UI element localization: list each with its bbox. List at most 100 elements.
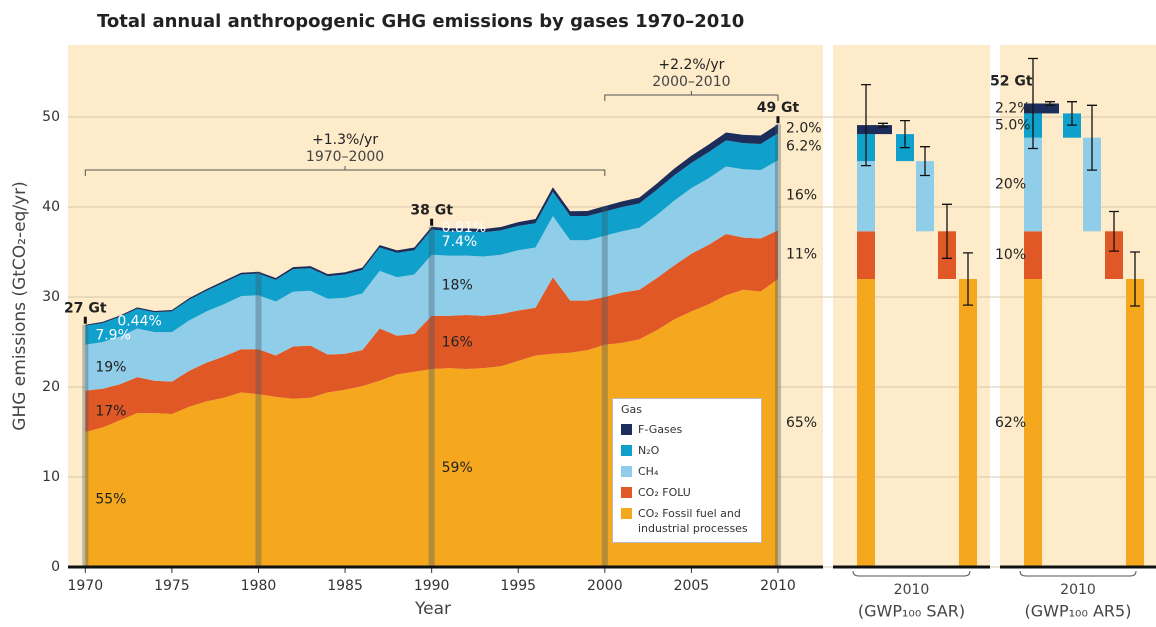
legend-swatch	[621, 487, 632, 498]
legend-swatch	[621, 466, 632, 477]
growth-rate: +2.2%/yr	[658, 57, 724, 73]
decade-marker	[428, 226, 435, 567]
error-bar	[1028, 57, 1038, 150]
error-bar	[1087, 104, 1097, 171]
x-tick-label: 1995	[500, 578, 536, 594]
share-label: 7.9%	[95, 327, 131, 343]
area	[85, 279, 778, 567]
growth-bracket	[84, 166, 606, 176]
share-label: 5.0%	[995, 118, 1031, 134]
share-label: 10%	[995, 247, 1026, 263]
legend-item: CO₂ Fossil fuel and industrial processes	[621, 506, 757, 536]
x-tick-label: 1970	[67, 578, 103, 594]
share-label: 19%	[95, 360, 126, 376]
error-bar	[1130, 251, 1140, 307]
x-axis-label: Year	[414, 599, 451, 619]
error-bar	[900, 119, 910, 149]
waterfall-bar	[1041, 103, 1059, 114]
y-tick-label: 0	[51, 559, 60, 575]
stacked-bar	[857, 279, 875, 567]
x-tick-label: 2010	[760, 578, 796, 594]
waterfall-bar	[1126, 279, 1144, 567]
waterfall-bar	[916, 161, 934, 232]
error-bar	[861, 83, 871, 167]
error-bar	[1109, 210, 1119, 252]
category-bracket	[852, 570, 971, 577]
total-label: 27 Gt	[64, 301, 107, 317]
legend-item: F-Gases	[621, 422, 757, 437]
y-tick-label: 50	[42, 109, 60, 125]
error-bar	[942, 203, 952, 259]
area	[85, 230, 778, 432]
share-label: 20%	[995, 177, 1026, 193]
area	[85, 160, 778, 391]
stacked-bar	[857, 161, 875, 232]
decade-marker	[601, 206, 608, 567]
share-label: 6.2%	[786, 139, 822, 155]
x-tick-label: 1985	[327, 578, 363, 594]
area	[85, 133, 778, 345]
chart-title: Total annual anthropogenic GHG emissions…	[97, 11, 744, 32]
share-label: 16%	[442, 334, 473, 350]
total-label: 49 Gt	[757, 100, 800, 116]
waterfall-bar	[874, 125, 892, 135]
share-label: 17%	[95, 403, 126, 419]
legend-label: CO₂ FOLU	[638, 486, 691, 499]
legend-title: Gas	[621, 403, 642, 416]
legend-label: CO₂ Fossil fuel and industrial processes	[638, 507, 748, 535]
x-tick-label: 2005	[674, 578, 710, 594]
decade-marker	[255, 271, 262, 567]
x-axis-label: (GWP₁₀₀ SAR)	[858, 602, 965, 621]
y-tick-label: 10	[42, 469, 60, 485]
legend-swatch	[621, 445, 632, 456]
share-label: 0.44%	[117, 313, 161, 329]
legend-label: CH₄	[638, 465, 659, 478]
legend-item: N₂O	[621, 443, 757, 458]
legend-swatch	[621, 424, 632, 435]
waterfall-bar	[959, 279, 977, 567]
error-bar	[878, 122, 888, 128]
decade-marker	[82, 324, 89, 567]
legend-label: F-Gases	[638, 423, 683, 436]
y-tick-label: 20	[42, 379, 60, 395]
stacked-bar	[1024, 279, 1042, 567]
waterfall-bar	[1105, 231, 1123, 279]
y-tick-label: 30	[42, 289, 60, 305]
legend-item: CH₄	[621, 464, 757, 479]
growth-rate: +1.3%/yr	[312, 132, 378, 148]
share-label: 2.2%	[995, 100, 1031, 116]
total-label: 52 Gt	[990, 74, 1033, 90]
legend-swatch	[621, 508, 632, 519]
share-label: 18%	[442, 277, 473, 293]
stacked-bar	[1024, 137, 1042, 232]
share-label: 0.81%	[442, 220, 486, 236]
x-axis-label: (GWP₁₀₀ AR5)	[1025, 602, 1132, 621]
stacked-bar	[1024, 231, 1042, 279]
share-label: 65%	[786, 415, 817, 431]
error-bar	[920, 146, 930, 177]
share-label: 2.0%	[786, 121, 822, 137]
growth-period: 1970–2000	[306, 149, 384, 165]
stacked-bar	[857, 231, 875, 279]
share-label: 7.4%	[442, 234, 478, 250]
x-tick-label: 1990	[414, 578, 450, 594]
error-bar	[1067, 101, 1077, 126]
x-tick-label: 2000	[587, 578, 623, 594]
error-bar	[1045, 101, 1055, 106]
share-label: 59%	[442, 460, 473, 476]
category-bracket	[1019, 570, 1137, 577]
legend-item: CO₂ FOLU	[621, 485, 757, 500]
legend: Gas F-Gases N₂O CH₄ CO₂ FOLU CO₂ Fossil fuel…	[612, 398, 762, 543]
y-axis-label: GHG emissions (GtCO₂-eq/yr)	[10, 181, 30, 430]
share-label: 62%	[995, 415, 1026, 431]
x-tick-label: 1980	[241, 578, 277, 594]
legend-label: N₂O	[638, 444, 660, 457]
total-label: 38 Gt	[410, 203, 453, 219]
y-tick-label: 40	[42, 199, 60, 215]
x-axis-label: 2010	[894, 582, 930, 598]
x-tick-label: 1975	[154, 578, 190, 594]
growth-period: 2000–2010	[652, 74, 730, 90]
share-label: 16%	[786, 187, 817, 203]
